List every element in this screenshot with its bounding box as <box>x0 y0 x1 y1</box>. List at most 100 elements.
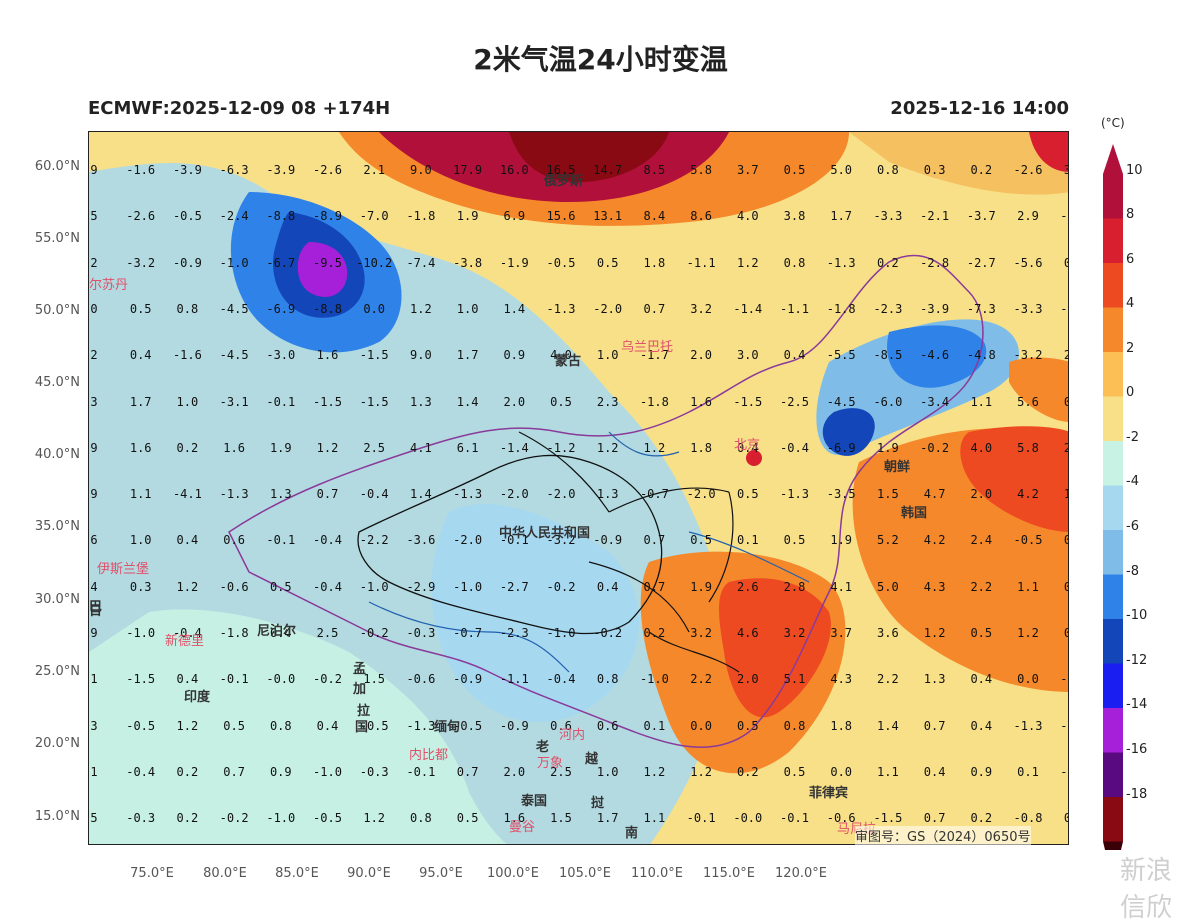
grid-value: -0.4 <box>313 579 342 594</box>
grid-value: 4.2 <box>923 533 946 548</box>
grid-value: -2.6 <box>313 163 342 177</box>
grid-value: 16.0 <box>499 163 529 177</box>
grid-value: 0.2 <box>1064 533 1068 547</box>
grid-value: 0.9 <box>970 764 993 779</box>
grid-value: 0.5 <box>456 811 479 826</box>
grid-value: 0.5 <box>783 163 806 177</box>
grid-value: 3.8 <box>783 209 806 224</box>
grid-value: -1.0 <box>639 672 669 687</box>
place-label: 北京 <box>734 438 761 453</box>
grid-value: -1.3 <box>219 487 249 502</box>
grid-value: -2.8 <box>920 255 950 270</box>
grid-value: 9 <box>90 163 98 177</box>
grid-value: -1.4 <box>499 440 529 455</box>
place-label: 蒙古 <box>555 354 582 369</box>
grid-value: 1.5 <box>877 487 899 502</box>
colorbar-label: -2 <box>1126 430 1139 445</box>
place-label: 印度 <box>184 690 211 705</box>
grid-value: 0.0 <box>363 301 386 316</box>
grid-value: -0.2 <box>546 579 576 594</box>
grid-value: 0.8 <box>596 672 619 687</box>
grid-value: 2.5 <box>316 626 339 640</box>
grid-value: -2.3 <box>873 301 903 316</box>
grid-value: 3.1 <box>1064 163 1068 177</box>
grid-value: -1.8 <box>406 209 436 224</box>
grid-value: 3.2 <box>690 626 712 640</box>
grid-value: 0.7 <box>223 764 245 779</box>
place-label: 新德里 <box>165 634 205 649</box>
grid-value: 2 <box>90 255 98 270</box>
place-label: 拉 <box>357 704 371 719</box>
grid-value: 1.3 <box>923 672 946 687</box>
colorbar-label: -16 <box>1126 742 1148 757</box>
colorbar-label: -4 <box>1126 474 1139 489</box>
grid-value: -3.3 <box>1013 301 1043 316</box>
grid-value: -0.4 <box>359 487 389 502</box>
place-label: 中华人民共和国 <box>499 526 591 541</box>
grid-value: -2.5 <box>780 394 809 409</box>
grid-value: 0.4 <box>783 348 806 363</box>
grid-value: -3.9 <box>920 301 950 316</box>
grid-value: 4.1 <box>410 440 432 455</box>
grid-value: 5.8 <box>1017 440 1039 455</box>
grid-value: -0.6 <box>219 579 249 594</box>
grid-value: 0.2 <box>176 440 199 455</box>
colorbar-label: 6 <box>1126 252 1135 267</box>
grid-value: -1.5 <box>359 348 389 363</box>
grid-value: 4.6 <box>736 626 759 640</box>
grid-value: -0.1 <box>219 672 249 687</box>
grid-value: 9 <box>90 487 98 502</box>
grid-value: 0.1 <box>1064 626 1068 640</box>
place-label: 越 <box>585 752 599 767</box>
grid-value: 0.5 <box>783 533 806 548</box>
grid-value: 0.5 <box>596 255 619 270</box>
grid-value: -4.6 <box>920 348 950 363</box>
grid-value: 0.1 <box>736 533 759 548</box>
grid-value: 1.8 <box>830 718 853 733</box>
longitude-tick-label: 115.0°E <box>703 866 755 881</box>
colorbar-segment <box>1103 218 1123 263</box>
grid-value: -8.5 <box>873 348 903 363</box>
grid-value: -4.5 <box>826 394 856 409</box>
colorbar-unit: (°C) <box>1101 116 1125 130</box>
colorbar-segment <box>1103 441 1123 486</box>
grid-value: 1.9 <box>269 440 292 455</box>
grid-value: -8.9 <box>313 209 342 224</box>
grid-value: 2.6 <box>736 579 759 594</box>
grid-value: 1.5 <box>363 672 386 687</box>
colorbar-label: 4 <box>1126 296 1135 311</box>
grid-value: 3.7 <box>830 626 853 640</box>
grid-value: -0.9 <box>499 718 529 733</box>
grid-value: 0.8 <box>783 255 806 270</box>
latitude-tick-label: 15.0°N <box>34 809 80 824</box>
longitude-tick-label: 100.0°E <box>487 866 539 881</box>
grid-value: 0.8 <box>269 718 292 733</box>
grid-value: 0.7 <box>456 764 479 779</box>
grid-value: -0.7 <box>639 487 669 502</box>
grid-value: 0.5 <box>970 626 993 640</box>
grid-value: -3.8 <box>453 255 483 270</box>
watermark: 新浪 信欣 <box>1120 856 1173 923</box>
grid-value: 1.1 <box>1017 579 1039 594</box>
grid-value: 0.0 <box>1017 672 1039 687</box>
grid-value: 1.2 <box>410 301 432 316</box>
grid-value: 4 <box>90 579 98 594</box>
grid-value-overlay: 9 -1.6 -3.9 -6.3 -3.9 -2.6 2.1 9.0 17.9 16.0 16.5 1… <box>89 132 1068 844</box>
grid-value: 2.5 <box>363 440 386 455</box>
place-label: 菲律宾 <box>809 786 849 801</box>
grid-value: -3.2 <box>126 255 156 270</box>
grid-value: -0.8 <box>1013 811 1043 826</box>
latitude-tick-label: 40.0°N <box>34 447 80 462</box>
grid-value: -1.0 <box>453 579 483 594</box>
grid-value: -1.3 <box>453 487 483 502</box>
grid-value: 1.3 <box>596 487 619 502</box>
grid-value: 8.6 <box>690 209 712 224</box>
colorbar-top-arrow <box>1103 144 1123 174</box>
grid-value: 1.2 <box>643 764 666 779</box>
grid-value: -0.5 <box>359 718 389 733</box>
place-label: 老 <box>536 740 550 755</box>
grid-value: 0.7 <box>643 579 666 594</box>
grid-value: -0.0 <box>266 672 296 687</box>
grid-value: -1.0 <box>126 626 156 640</box>
grid-value: 8.4 <box>643 209 666 224</box>
